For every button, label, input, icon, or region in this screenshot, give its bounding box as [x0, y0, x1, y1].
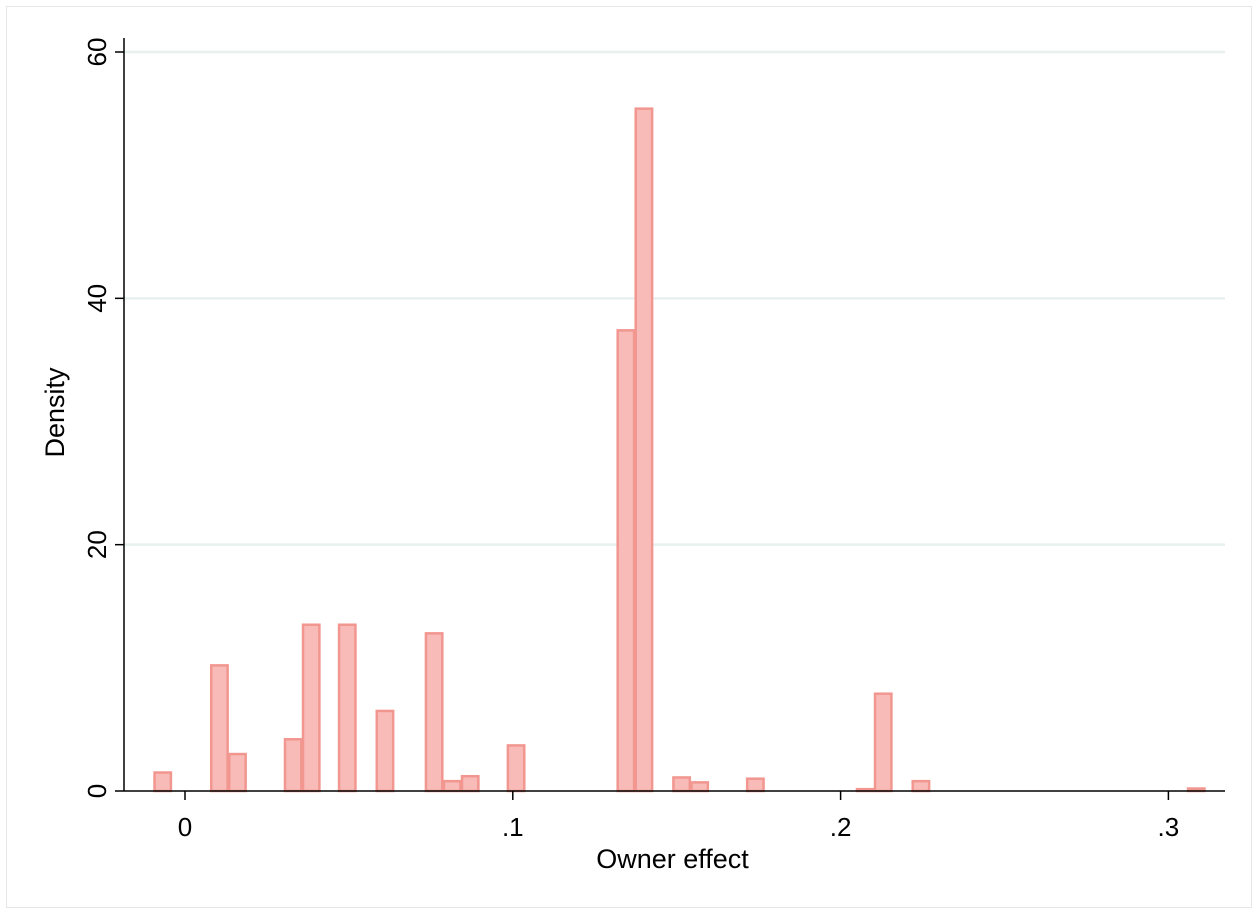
histogram-bar: [460, 774, 480, 793]
histogram-bar: [616, 329, 636, 793]
y-tick-label: 20: [82, 530, 112, 559]
axes: [123, 38, 1225, 792]
grid-lines: [124, 50, 1225, 546]
histogram-bar: [283, 738, 303, 793]
histogram-bar: [506, 744, 526, 793]
y-tick-label: 0: [82, 784, 112, 798]
histogram-bar: [672, 776, 692, 793]
axis-ticks: 0 .1 .2 .3 0 20 40 60: [82, 38, 1179, 842]
histogram-bar: [424, 632, 444, 793]
histogram-bar: [301, 623, 321, 793]
x-axis-title: Owner effect: [596, 844, 749, 874]
histogram-bars: [153, 107, 1206, 793]
histogram-bar: [690, 781, 710, 793]
x-tick-label: .2: [830, 812, 852, 842]
histogram-bar: [337, 623, 357, 793]
histogram-bar: [375, 709, 395, 793]
y-tick-label: 60: [82, 38, 112, 67]
x-tick-label: .1: [502, 812, 524, 842]
y-axis-title: Density: [40, 367, 70, 458]
histogram-bar: [442, 779, 462, 793]
histogram-bar: [745, 777, 765, 793]
histogram-bar: [209, 664, 229, 793]
y-tick-label: 40: [82, 284, 112, 313]
histogram-bar: [873, 692, 893, 793]
histogram-bar: [911, 779, 931, 793]
histogram-bar: [228, 752, 247, 793]
x-tick-label: .3: [1158, 812, 1180, 842]
histogram-bar: [634, 107, 654, 793]
histogram-bar: [153, 771, 173, 793]
x-tick-label: 0: [178, 812, 192, 842]
